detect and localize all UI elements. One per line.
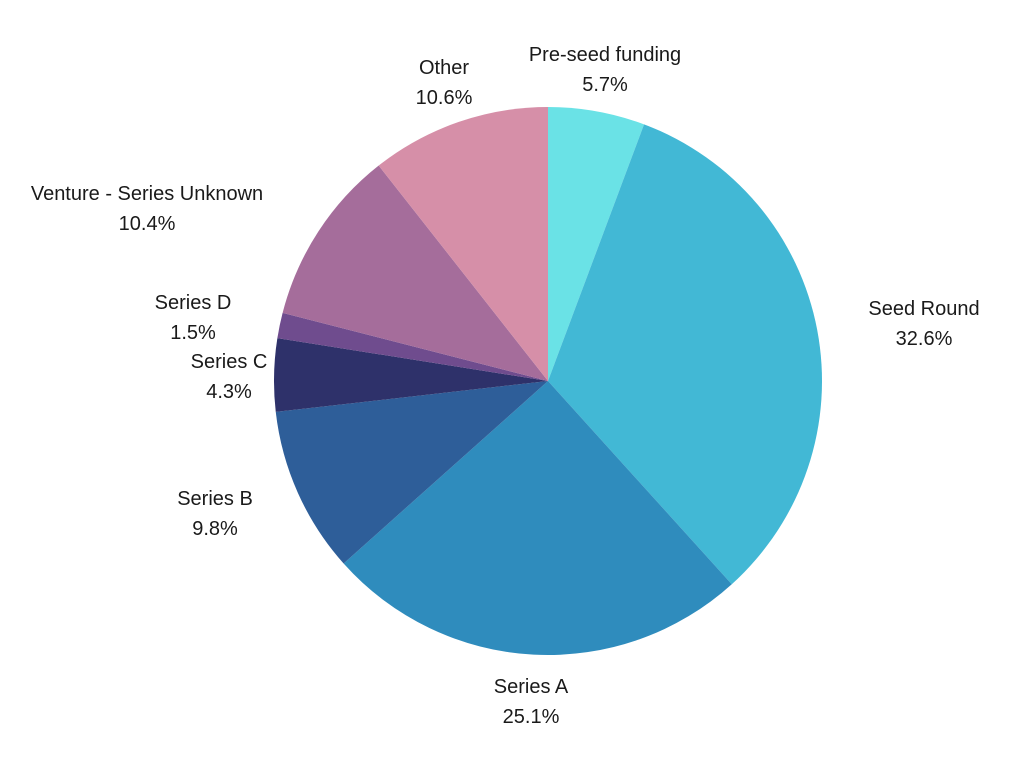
slice-value-label: 4.3% <box>206 381 252 403</box>
slice-label: Seed Round <box>868 298 979 320</box>
pie-slice-venture-series-unknown <box>282 165 548 381</box>
pie-slice-series-a <box>343 381 732 656</box>
pie-slice-seed-round <box>548 124 823 585</box>
pie-slice-series-c <box>273 338 548 412</box>
slice-value-label: 10.6% <box>416 87 473 109</box>
pie-slice-series-d <box>277 312 548 381</box>
slice-value-label: 1.5% <box>170 322 216 344</box>
slice-value-label: 9.8% <box>192 518 238 540</box>
pie-labels: Pre-seed funding 5.7% Seed Round 32.6% Serie… <box>31 44 980 728</box>
slice-value-label: 25.1% <box>503 706 560 728</box>
slice-label: Series B <box>177 488 253 510</box>
slice-label: Series D <box>155 292 232 314</box>
slice-label: Series A <box>494 676 569 698</box>
pie-slice-other <box>378 107 548 381</box>
slice-value-label: 5.7% <box>582 74 628 96</box>
pie-slice-series-b <box>275 381 548 564</box>
pie-slice-pre-seed-funding <box>548 107 645 381</box>
slice-value-label: 10.4% <box>119 213 176 235</box>
slice-label: Venture - Series Unknown <box>31 183 263 205</box>
slice-value-label: 32.6% <box>896 328 953 350</box>
slice-label: Series C <box>191 351 268 373</box>
pie-slices <box>273 107 823 656</box>
slice-label: Other <box>419 57 469 79</box>
slice-label: Pre-seed funding <box>529 44 681 66</box>
